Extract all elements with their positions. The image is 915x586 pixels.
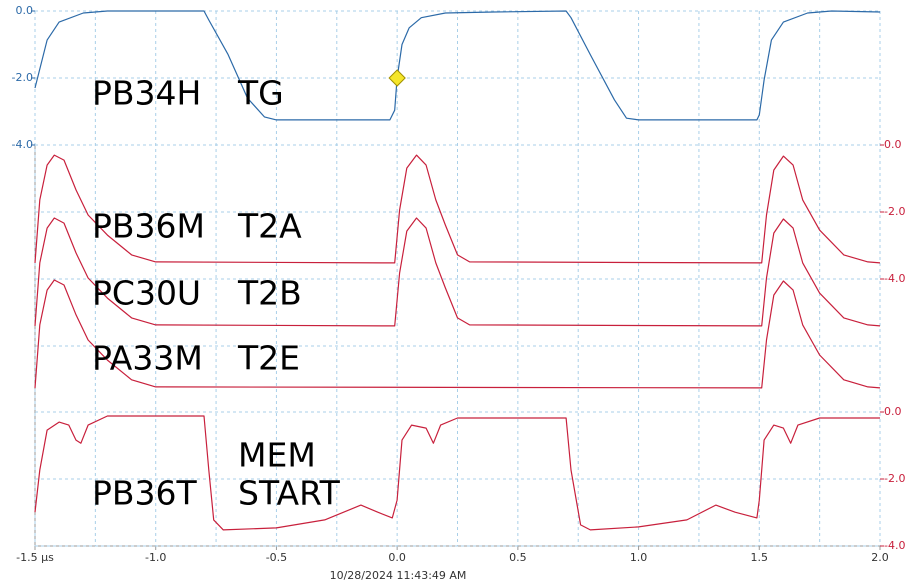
trace bbox=[34, 217, 881, 327]
trace-label: PC30U bbox=[92, 274, 201, 313]
signal-label: T2A bbox=[237, 207, 302, 246]
x-tick-label: 1.0 bbox=[630, 551, 648, 564]
trace bbox=[34, 10, 881, 121]
trace-label: PB36M bbox=[92, 207, 205, 246]
trace-label: PB36T bbox=[92, 474, 198, 513]
trace-label: PA33M bbox=[92, 339, 203, 378]
x-tick-label: 1.5 bbox=[751, 551, 769, 564]
cursor-marker bbox=[388, 69, 406, 87]
trace bbox=[34, 154, 881, 264]
y-tick-label: -4.0 bbox=[12, 138, 33, 151]
y-tick-label: -4.0 bbox=[884, 539, 905, 552]
signal-label: T2B bbox=[237, 274, 302, 313]
y-tick-label: 0.0 bbox=[884, 138, 902, 151]
signal-label: TG bbox=[237, 74, 284, 113]
x-tick-label: -0.5 bbox=[266, 551, 287, 564]
trace-label: PB34H bbox=[92, 74, 201, 113]
y-tick-label: 0.0 bbox=[16, 4, 34, 17]
signal-label: START bbox=[238, 474, 341, 513]
x-tick-label: -1.5 μs bbox=[16, 551, 54, 564]
trace bbox=[34, 279, 881, 389]
y-tick-label: -2.0 bbox=[884, 205, 905, 218]
x-tick-label: 0.5 bbox=[509, 551, 527, 564]
y-tick-label: -2.0 bbox=[884, 472, 905, 485]
trace bbox=[34, 415, 880, 531]
y-tick-label: -2.0 bbox=[12, 71, 33, 84]
x-tick-label: 2.0 bbox=[871, 551, 889, 564]
timestamp: 10/28/2024 11:43:49 AM bbox=[330, 569, 467, 582]
y-tick-label: -4.0 bbox=[884, 272, 905, 285]
y-tick-label: 0.0 bbox=[884, 405, 902, 418]
x-tick-label: 0.0 bbox=[388, 551, 406, 564]
x-tick-label: -1.0 bbox=[145, 551, 166, 564]
signal-label: MEM bbox=[238, 436, 316, 475]
signal-label: T2E bbox=[237, 339, 300, 378]
